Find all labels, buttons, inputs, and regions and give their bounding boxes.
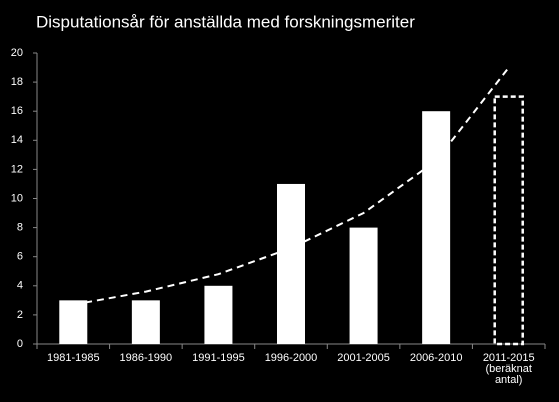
bar [277, 183, 305, 344]
x-tick-label: 1996-2000 [265, 352, 318, 364]
bar [493, 95, 524, 346]
y-tick-label: 16 [11, 105, 23, 117]
trendline [73, 66, 510, 306]
bar [422, 111, 451, 344]
y-tick-label: 6 [17, 251, 23, 263]
x-tick-label: 2006-2010 [410, 352, 463, 364]
y-tick-label: 20 [11, 47, 23, 59]
x-tick-label: 2001-2005 [337, 352, 390, 364]
x-tick-label: 1986-1990 [120, 352, 173, 364]
y-tick-label: 0 [17, 338, 23, 350]
bar [204, 285, 233, 344]
x-tick-label: 2011-2015 (beräknat antal) [483, 352, 535, 386]
x-tick-label: 1991-1995 [192, 352, 245, 364]
y-tick-label: 12 [11, 163, 23, 175]
y-tick-label: 18 [11, 76, 23, 88]
y-tick-label: 10 [11, 192, 23, 204]
chart-title: Disputationsår för anställda med forskni… [36, 12, 415, 31]
y-tick-label: 8 [17, 222, 23, 234]
y-tick-label: 4 [17, 280, 23, 292]
bar [349, 227, 378, 344]
y-tick-label: 2 [17, 309, 23, 321]
bar [131, 300, 160, 344]
y-tick-label: 14 [11, 134, 23, 146]
bar [59, 300, 88, 344]
x-tick-label: 1981-1985 [47, 352, 100, 364]
